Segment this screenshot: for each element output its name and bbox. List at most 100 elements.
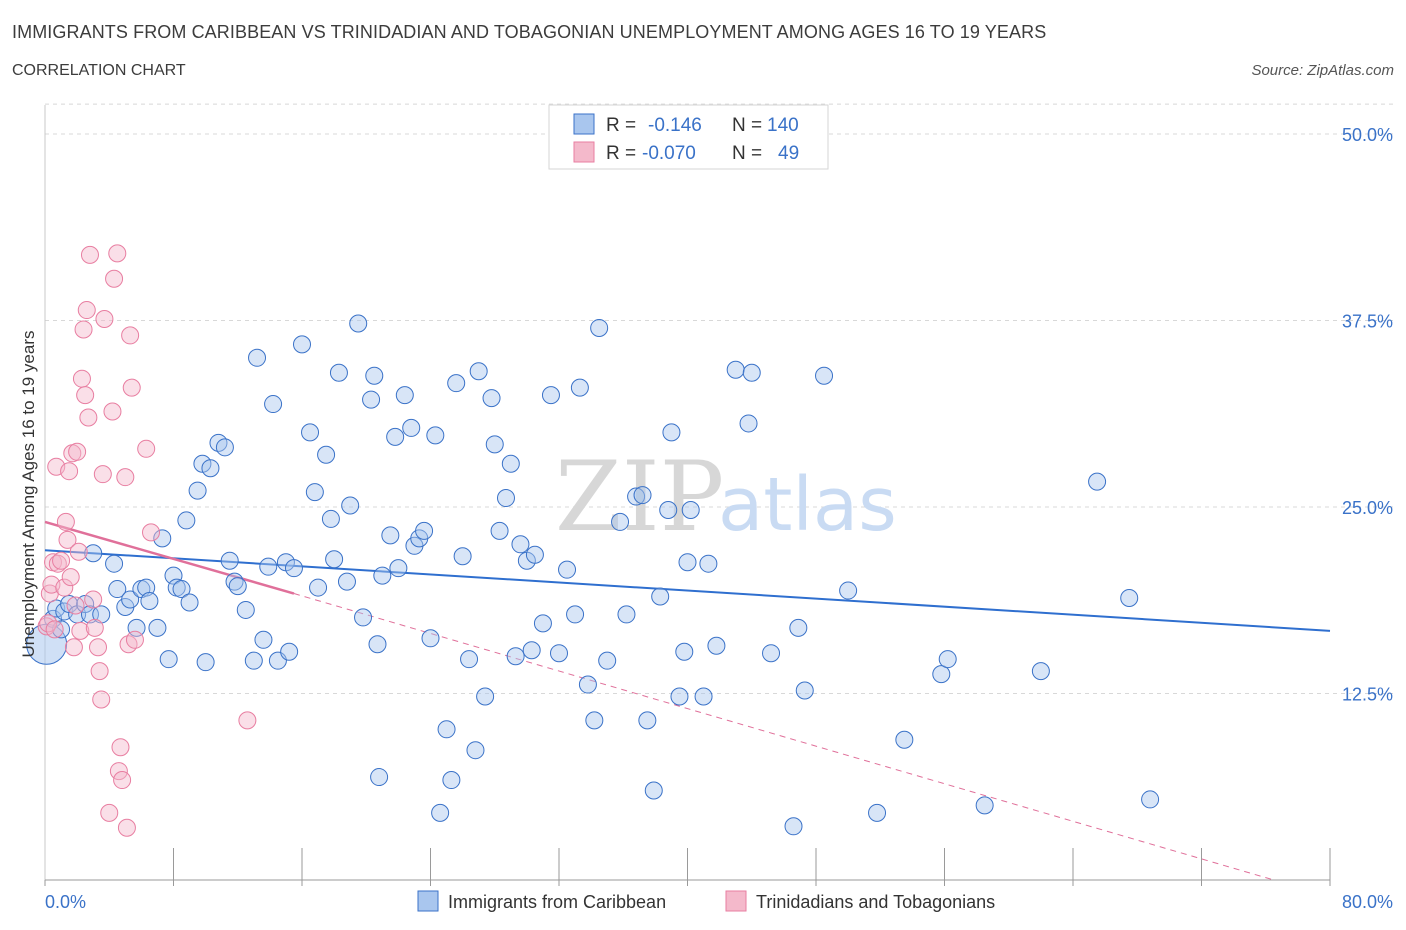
y-axis-label: Unemployment Among Ages 16 to 19 years [19, 331, 38, 658]
point-caribbean [236, 600, 255, 619]
point-caribbean [248, 348, 267, 367]
point-trinidad [79, 408, 98, 427]
point-trinidad [69, 542, 88, 561]
point-trinidad [95, 310, 114, 329]
point-caribbean [188, 481, 207, 500]
point-caribbean [365, 366, 384, 385]
point-trinidad [85, 618, 104, 637]
point-trinidad [76, 386, 95, 405]
point-caribbean [264, 395, 283, 414]
point-trinidad [90, 662, 109, 681]
series-legend-swatch-trinidad [725, 890, 747, 912]
point-caribbean [895, 730, 914, 749]
point-caribbean [280, 642, 299, 661]
legend-n-label-1: N = [732, 115, 762, 136]
point-trinidad [60, 462, 79, 481]
point-caribbean [349, 314, 368, 333]
point-caribbean [254, 630, 273, 649]
series-legend-trinidad: Trinidadians and Tobagonians [756, 892, 995, 912]
point-caribbean [659, 500, 678, 519]
point-trinidad [105, 269, 124, 288]
point-caribbean [1031, 662, 1050, 681]
point-caribbean [244, 651, 263, 670]
point-caribbean [284, 559, 303, 578]
point-trinidad [89, 638, 108, 657]
point-caribbean [789, 618, 808, 637]
point-trinidad [122, 378, 141, 397]
point-trinidad [142, 523, 161, 542]
point-caribbean [726, 360, 745, 379]
point-caribbean [707, 636, 726, 655]
point-trinidad [111, 738, 130, 757]
tick-labels: 12.5% 25.0% 37.5% 50.0% 0.0% 80.0% [45, 125, 1393, 912]
legend-r-value-1: -0.146 [648, 115, 702, 136]
point-caribbean [337, 572, 356, 591]
correlation-legend: R = -0.146 N = 140 R = -0.070 N = 49 [548, 104, 829, 170]
point-caribbean [739, 414, 758, 433]
trend-lines [44, 520, 1331, 881]
trendline-trinidad-extension [293, 593, 1274, 881]
point-caribbean [321, 509, 340, 528]
point-trinidad [52, 551, 71, 570]
point-caribbean [180, 593, 199, 612]
point-caribbean [228, 577, 247, 596]
axes [44, 105, 1331, 886]
point-trinidad [125, 630, 144, 649]
point-caribbean [1120, 589, 1139, 608]
point-caribbean [585, 711, 604, 730]
point-caribbean [485, 435, 504, 454]
point-caribbean [105, 554, 124, 573]
point-caribbean [402, 418, 421, 437]
point-trinidad [80, 245, 99, 264]
point-caribbean [220, 551, 239, 570]
point-caribbean [395, 386, 414, 405]
point-caribbean [694, 687, 713, 706]
point-trinidad [137, 439, 156, 458]
x-tick-label-min: 0.0% [45, 892, 86, 912]
point-trinidad [74, 320, 93, 339]
point-trinidad [108, 244, 127, 263]
point-caribbean [370, 768, 389, 787]
point-caribbean [305, 483, 324, 502]
point-trinidad [68, 442, 87, 461]
point-trinidad [61, 568, 80, 587]
watermark-zip: ZIP [555, 441, 724, 553]
point-caribbean [815, 366, 834, 385]
point-trinidad [45, 620, 64, 639]
point-caribbean [662, 423, 681, 442]
y-tick-label-0: 12.5% [1342, 685, 1393, 705]
point-caribbean [121, 590, 140, 609]
series-legend-caribbean: Immigrants from Caribbean [448, 892, 666, 912]
point-caribbean [938, 650, 957, 669]
point-caribbean [598, 651, 617, 670]
point-caribbean [466, 741, 485, 760]
point-caribbean [215, 438, 234, 457]
point-caribbean [426, 426, 445, 445]
point-caribbean [196, 653, 215, 672]
point-trinidad [84, 590, 103, 609]
data-points [26, 244, 1160, 837]
point-caribbean [421, 629, 440, 648]
point-caribbean [293, 335, 311, 354]
point-caribbean [681, 500, 700, 519]
point-caribbean [164, 566, 183, 585]
chart-title: IMMIGRANTS FROM CARIBBEAN VS TRINIDADIAN… [12, 22, 1047, 42]
point-caribbean [522, 641, 541, 660]
legend-r-value-2: -0.070 [642, 143, 696, 164]
legend-swatch-pink [573, 141, 595, 163]
point-caribbean [975, 796, 994, 815]
legend-n-value-2: 49 [778, 143, 799, 164]
point-caribbean [651, 587, 670, 606]
point-trinidad [55, 578, 74, 597]
point-caribbean [541, 386, 560, 405]
point-caribbean [137, 578, 156, 597]
point-caribbean [476, 687, 495, 706]
point-caribbean [442, 771, 461, 790]
point-caribbean [386, 427, 405, 446]
point-caribbean [447, 374, 466, 393]
point-caribbean [558, 560, 577, 579]
point-caribbean [506, 647, 525, 666]
point-caribbean [550, 644, 568, 663]
point-caribbean [172, 580, 191, 599]
chart-subtitle: CORRELATION CHART [12, 62, 186, 79]
